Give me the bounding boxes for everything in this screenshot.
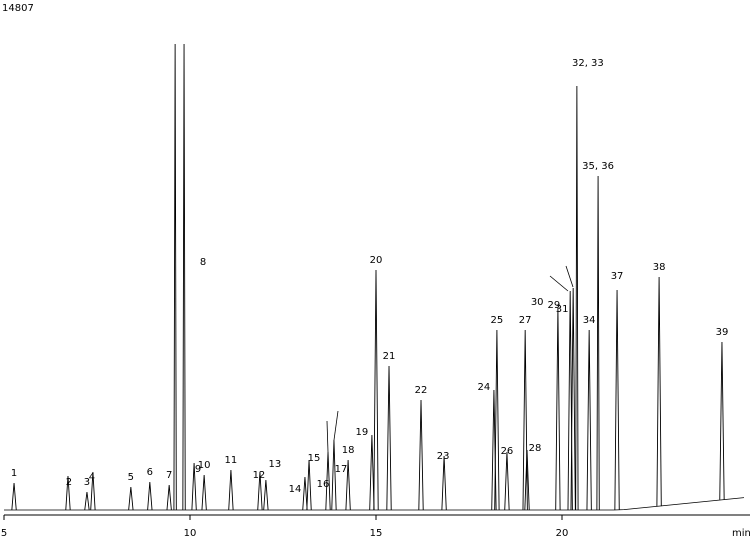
peak-label: 18 (342, 445, 355, 456)
peak (524, 449, 530, 511)
peak (719, 341, 725, 500)
peak-label: 25 (491, 315, 504, 326)
x-tick-label: 10 (184, 528, 197, 539)
peak (504, 451, 510, 511)
peak-label: 5 (128, 472, 134, 483)
peak-label: 22 (415, 385, 428, 396)
x-axis-label: min (732, 528, 750, 539)
peak-label: 31 (556, 304, 569, 315)
peak (494, 330, 500, 511)
peak-label: 38 (653, 262, 666, 273)
peak (201, 474, 207, 511)
peak (182, 43, 186, 511)
peak (596, 175, 600, 511)
peak-label: 21 (383, 351, 396, 362)
peak (656, 277, 662, 507)
peak-label: 34 (583, 315, 596, 326)
peak-label: 9 (195, 464, 201, 475)
peak (257, 471, 263, 511)
peak-label: 29 (548, 300, 561, 311)
peak (570, 287, 576, 511)
peak (418, 399, 424, 511)
peak (331, 439, 337, 511)
peak (166, 484, 172, 511)
peak (369, 434, 375, 511)
peak-label: 23 (437, 451, 450, 462)
peak-pointer (333, 410, 339, 441)
peak-label: 14 (289, 484, 302, 495)
x-tick-label: 5 (1, 528, 7, 539)
peak-label: 39 (716, 327, 729, 338)
peak-label: 16 (317, 479, 330, 490)
peak (555, 308, 561, 511)
peak-label: 11 (225, 455, 238, 466)
peak-label: 37 (611, 271, 624, 282)
peak-label: 27 (519, 315, 532, 326)
x-tick-label: 20 (556, 528, 569, 539)
peak-label: 3 (84, 477, 90, 488)
peak (306, 459, 312, 511)
peak-label: 2 (66, 477, 72, 488)
peak-label: 28 (529, 443, 542, 454)
peak (90, 471, 96, 511)
peak (586, 330, 592, 511)
peak (65, 475, 71, 511)
peak (84, 491, 90, 511)
peak-label: 32, 33 (572, 58, 604, 69)
peak (575, 86, 579, 511)
peak-pointer (326, 420, 329, 453)
peak (263, 479, 269, 511)
peak (386, 365, 392, 511)
peak-label: 20 (370, 255, 383, 266)
peak (345, 459, 351, 511)
peak-label: 7 (166, 470, 172, 481)
peak (302, 476, 308, 511)
peak-label: 8 (200, 257, 206, 268)
peak (11, 482, 17, 511)
peak-pointer (565, 265, 574, 288)
peak-label: 15 (308, 453, 321, 464)
peak (441, 455, 447, 511)
peak-label: 1 (11, 468, 17, 479)
peak-pointer (549, 275, 569, 292)
peak-label: 35, 36 (582, 161, 614, 172)
peak (191, 462, 197, 511)
peak (614, 290, 620, 511)
peak (173, 43, 177, 511)
peak-label: 24 (478, 382, 491, 393)
peak-label: 10 (198, 460, 211, 471)
peak-label: 6 (147, 467, 153, 478)
x-tick-label: 15 (370, 528, 383, 539)
peak-label: 19 (356, 427, 369, 438)
peak-label: 12 (253, 470, 266, 481)
peak (128, 486, 134, 511)
peak (373, 269, 379, 511)
y-max-label: 14807 (2, 3, 34, 14)
peak-label: 26 (501, 446, 514, 457)
peak-label: 30 (531, 297, 544, 308)
peak (228, 469, 234, 511)
peak (147, 481, 153, 511)
peak (522, 330, 528, 511)
peak-label: 13 (269, 459, 282, 470)
peak-label: 17 (335, 464, 348, 475)
peak-label: 4 (89, 472, 95, 483)
